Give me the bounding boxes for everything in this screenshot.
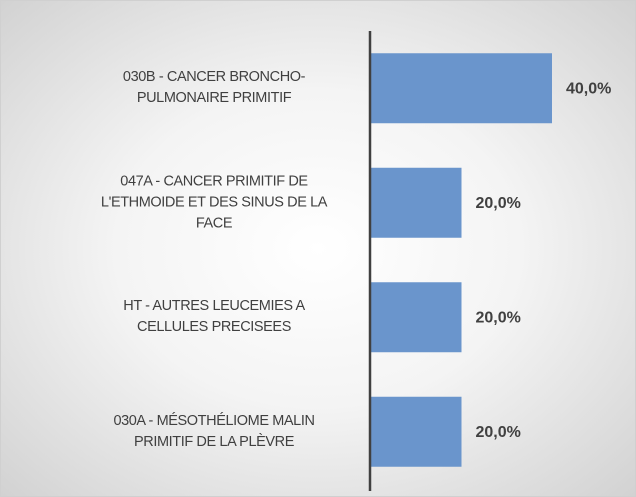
bar	[371, 282, 462, 353]
value-label: 20,0%	[476, 309, 521, 326]
category-label: HT - AUTRES LEUCEMIES A CELLULES PRECISE…	[123, 298, 305, 336]
value-label: 20,0%	[476, 424, 521, 441]
category-label: 030A - MÉSOTHÉLIOME MALIN PRIMITIF DE LA…	[113, 412, 315, 450]
bar	[371, 396, 462, 467]
bar	[371, 53, 552, 124]
category-label: 047A - CANCER PRIMITIF DE L'ETHMOIDE ET …	[100, 173, 328, 232]
bar	[371, 167, 462, 238]
value-label: 40,0%	[566, 80, 611, 97]
category-label: 030B - CANCER BRONCHO- PULMONAIRE PRIMIT…	[122, 69, 306, 107]
value-label: 20,0%	[476, 195, 521, 212]
